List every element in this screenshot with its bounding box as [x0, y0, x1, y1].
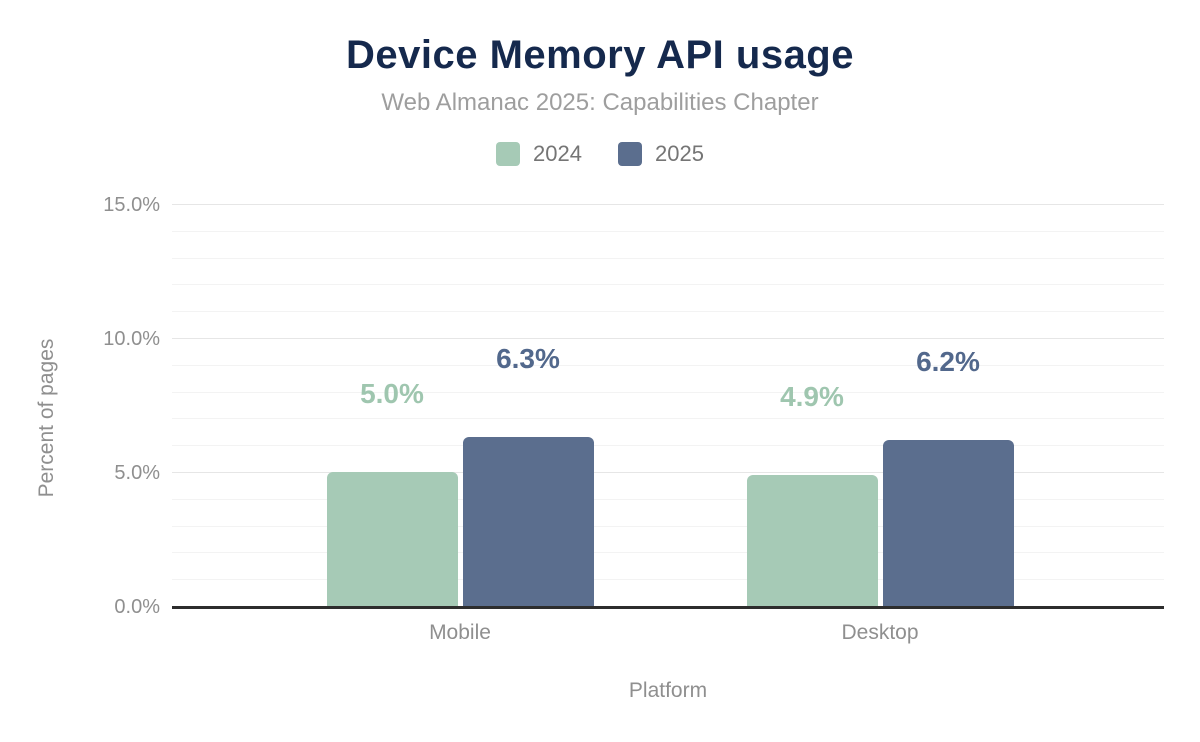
chart-title: Device Memory API usage: [345, 33, 854, 77]
bar-mobile-2024: [326, 472, 458, 606]
minor-gridline-7: [172, 418, 1164, 420]
bar-desktop-2024: [746, 474, 878, 606]
y-tick-label-0.0%: 0.0%: [114, 596, 160, 618]
x-tick-label-desktop: Desktop: [841, 621, 919, 644]
minor-gridline-4: [172, 498, 1164, 500]
minor-gridline-2: [172, 552, 1164, 554]
legend-swatch-2024: [496, 142, 521, 166]
minor-gridline-12: [172, 284, 1164, 286]
legend: 2024 2025: [0, 141, 1200, 167]
y-tick-label-10.0%: 10.0%: [103, 328, 160, 350]
minor-gridline-6: [172, 445, 1164, 447]
major-gridline-15: [172, 204, 1164, 205]
x-axis-title: Platform: [628, 679, 708, 702]
major-gridline-5: [172, 472, 1164, 473]
major-gridline-10: [172, 338, 1164, 339]
chart-subtitle: Web Almanac 2025: Capabilities Chapter: [381, 89, 819, 116]
value-label-mobile-2025: 6.3%: [496, 343, 560, 375]
minor-gridline-9: [172, 364, 1164, 366]
legend-label-2025: 2025: [655, 141, 704, 166]
minor-gridline-13: [172, 257, 1164, 259]
minor-gridline-8: [172, 391, 1164, 393]
y-tick-label-5.0%: 5.0%: [114, 462, 160, 484]
x-axis-line: [172, 606, 1164, 609]
bar-mobile-2025: [462, 437, 594, 606]
value-label-mobile-2024: 5.0%: [360, 378, 424, 409]
y-tick-label-15.0%: 15.0%: [103, 194, 160, 216]
legend-label-2024: 2024: [533, 141, 582, 166]
legend-swatch-2025: [618, 142, 642, 166]
value-label-desktop-2024: 4.9%: [780, 380, 844, 412]
minor-gridline-3: [172, 525, 1164, 527]
minor-gridline-1: [172, 579, 1164, 581]
minor-gridline-11: [172, 311, 1164, 313]
legend-item-2025: 2025: [618, 141, 704, 167]
plot-area: 5.0% 6.3% 4.9% 6.2%: [172, 204, 1164, 609]
value-label-desktop-2025: 6.2%: [916, 345, 980, 377]
bar-desktop-2025: [882, 439, 1014, 606]
minor-gridline-14: [172, 230, 1164, 232]
x-tick-label-mobile: Mobile: [429, 621, 491, 644]
legend-item-2024: 2024: [496, 141, 582, 167]
